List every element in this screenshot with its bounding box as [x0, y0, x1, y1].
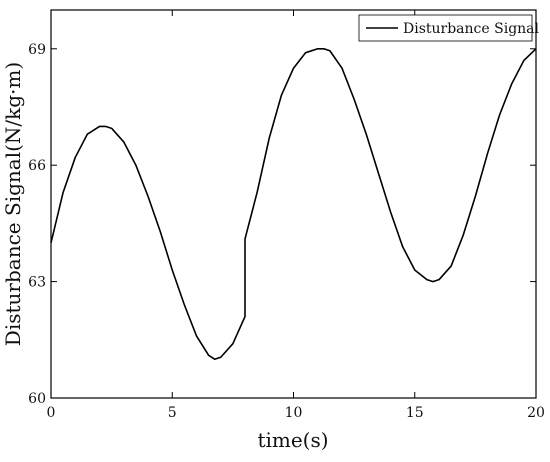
- x-tick-label: 10: [285, 405, 303, 421]
- tick-group: 0 5 10 15 20 60 63 66 69: [28, 10, 545, 421]
- y-tick-label: 63: [28, 275, 46, 291]
- series-group: [50, 48, 537, 360]
- legend-label: Disturbance Signal: [403, 21, 540, 37]
- y-tick-label: 69: [28, 42, 46, 58]
- x-tick-label: 20: [527, 405, 545, 421]
- x-tick-label: 0: [47, 405, 56, 421]
- x-tick-label: 15: [406, 405, 424, 421]
- y-tick-label: 66: [28, 158, 46, 174]
- x-axis-label: time(s): [257, 428, 328, 452]
- x-tick-label: 5: [168, 405, 177, 421]
- legend: Disturbance Signal: [358, 14, 540, 42]
- y-axis-label: Disturbance Signal(N/kg·m): [1, 62, 25, 346]
- series-line-0: [50, 48, 537, 360]
- y-tick-label: 60: [28, 391, 46, 407]
